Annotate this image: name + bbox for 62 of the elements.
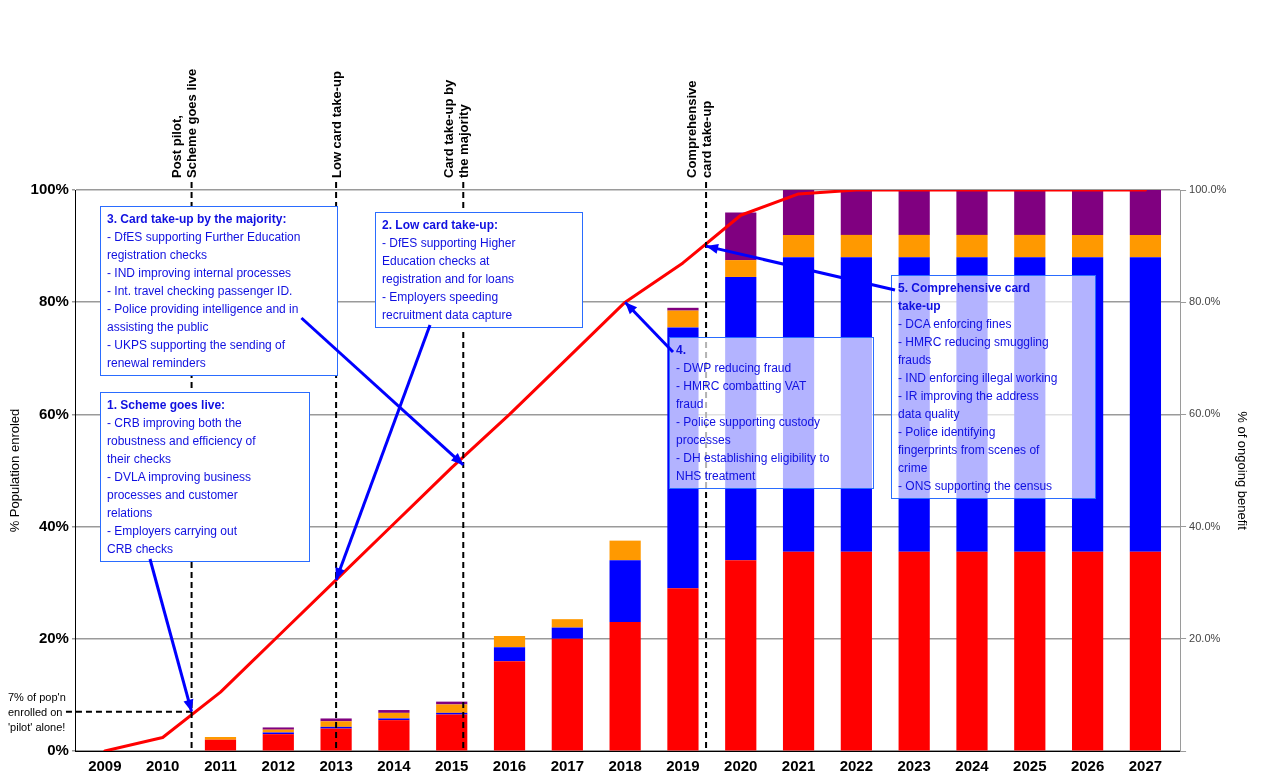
annotation: - DfES supporting Further Education registration checks <box>107 229 302 264</box>
y2-axis-title: % of ongoing benefit <box>1234 411 1250 531</box>
x-tick-label: 2019 <box>666 757 700 775</box>
annotation: - Police providing intelligence and in assisting the public <box>107 301 300 336</box>
y2-tick-label: 80.0% <box>1189 295 1221 308</box>
annotation: - HMRC combatting VAT fraud <box>676 378 808 413</box>
ref-line-label: Comprehensive card take-up <box>683 80 714 178</box>
y-tick-label: 20% <box>38 628 69 646</box>
annotation: - Police supporting custody processes <box>676 414 822 449</box>
annotation: - DVLA improving business processes and customer relations <box>107 469 253 522</box>
annotation: 2. Low card take-up: <box>382 217 500 234</box>
annotation: - IR improving the address data quality <box>898 388 1040 423</box>
annotation: - HMRC reducing smuggling frauds <box>898 334 1050 369</box>
y-tick-label: 100% <box>30 180 69 198</box>
annotation: - Employers carrying out CRB checks <box>107 523 239 558</box>
x-tick-label: 2009 <box>88 757 122 775</box>
x-tick-label: 2014 <box>377 757 412 775</box>
annotation: - Police identifying fingerprints from scenes of crime <box>898 424 1041 477</box>
y-axis-title: % Population enroled <box>7 408 23 533</box>
annotation: 5. Comprehensive card take-up <box>898 280 1032 315</box>
y-tick-label: 0% <box>47 741 69 759</box>
x-tick-label: 2012 <box>261 757 295 775</box>
y-tick-label: 80% <box>38 292 69 310</box>
x-tick-label: 2021 <box>781 757 816 775</box>
annotation: - DCA enforcing fines <box>898 316 1013 333</box>
annotation: - Employers speeding recruitment data capture <box>382 289 514 324</box>
x-tick-label: 2024 <box>955 757 990 775</box>
y2-tick-label: 40.0% <box>1189 519 1221 532</box>
ref-line-label: 7% of pop'n enrolled on 'pilot' alone! <box>8 690 66 733</box>
x-tick-label: 2011 <box>204 757 237 775</box>
y2-tick-label: 100.0% <box>1189 183 1227 196</box>
y-tick-label: 60% <box>38 404 69 422</box>
annotation: - IND enforcing illegal working <box>898 370 1059 387</box>
x-tick-label: 2022 <box>839 757 874 775</box>
annotation: - UKPS supporting the sending of renewal reminders <box>107 337 287 372</box>
x-tick-label: 2027 <box>1128 757 1163 775</box>
x-tick-label: 2020 <box>724 757 758 775</box>
x-tick-label: 2025 <box>1013 757 1047 775</box>
annotation: 3. Card take-up by the majority: <box>107 211 288 228</box>
annotation: - DH establishing eligibility to NHS treatment <box>676 450 831 485</box>
ref-line-label: Post pilot, Scheme goes live <box>169 68 200 178</box>
ref-line-label: Card take-up by the majority <box>440 79 471 178</box>
x-tick-label: 2023 <box>897 757 931 775</box>
annotation: - DWP reducing fraud <box>676 360 793 377</box>
x-tick-label: 2013 <box>319 757 353 775</box>
ref-line-label: Low card take-up <box>328 71 344 178</box>
x-tick-label: 2018 <box>608 757 642 775</box>
x-tick-label: 2016 <box>492 757 527 775</box>
x-tick-label: 2010 <box>145 757 180 775</box>
annotation: - ONS supporting the census <box>898 478 1054 495</box>
annotation: 1. Scheme goes live: <box>107 397 227 414</box>
annotation: - Int. travel checking passenger ID. <box>107 283 294 300</box>
x-tick-label: 2015 <box>435 757 469 775</box>
annotation: - CRB improving both the robustness and efficiency of their checks <box>107 415 257 468</box>
y-tick-label: 40% <box>38 516 69 534</box>
y2-tick-label: 60.0% <box>1189 407 1221 420</box>
x-tick-label: 2026 <box>1070 757 1105 775</box>
annotation: - DfES supporting Higher Education checks at registration and for loans <box>382 235 517 288</box>
annotation: 4. <box>676 342 687 359</box>
y2-tick-label: 20.0% <box>1189 631 1221 644</box>
x-tick-label: 2017 <box>550 757 585 775</box>
annotation: - IND improving internal processes <box>107 265 293 282</box>
